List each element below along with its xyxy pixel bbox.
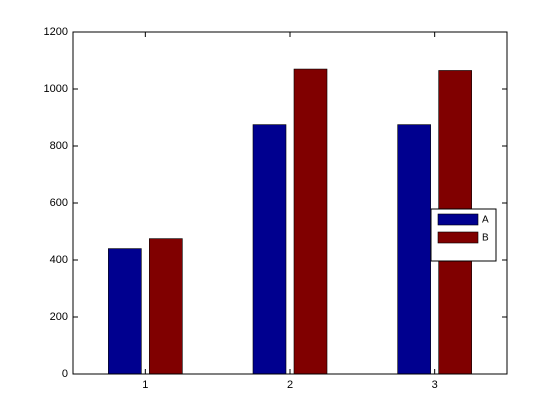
y-tick-label: 200	[50, 311, 68, 323]
x-tick-label: 3	[432, 379, 438, 391]
legend-swatch	[437, 231, 479, 244]
axes-box	[72, 31, 508, 375]
y-tick-label: 600	[50, 197, 68, 209]
legend-label: A	[482, 215, 489, 226]
bar	[108, 248, 142, 375]
y-tick-label: 400	[50, 254, 68, 266]
y-tick-label: 1000	[44, 83, 68, 95]
plot-area	[73, 32, 507, 374]
x-tick-label: 2	[287, 379, 293, 391]
bar	[149, 238, 183, 375]
y-tick-label: 800	[50, 140, 68, 152]
y-tick-label: 0	[62, 368, 68, 380]
bar	[293, 68, 328, 375]
legend-swatch	[437, 213, 479, 226]
legend-label: B	[482, 233, 489, 244]
y-tick-label: 1200	[44, 26, 68, 38]
x-tick-label: 1	[142, 379, 148, 391]
bar	[252, 124, 287, 375]
legend: AB	[430, 208, 497, 262]
bar	[397, 124, 431, 375]
